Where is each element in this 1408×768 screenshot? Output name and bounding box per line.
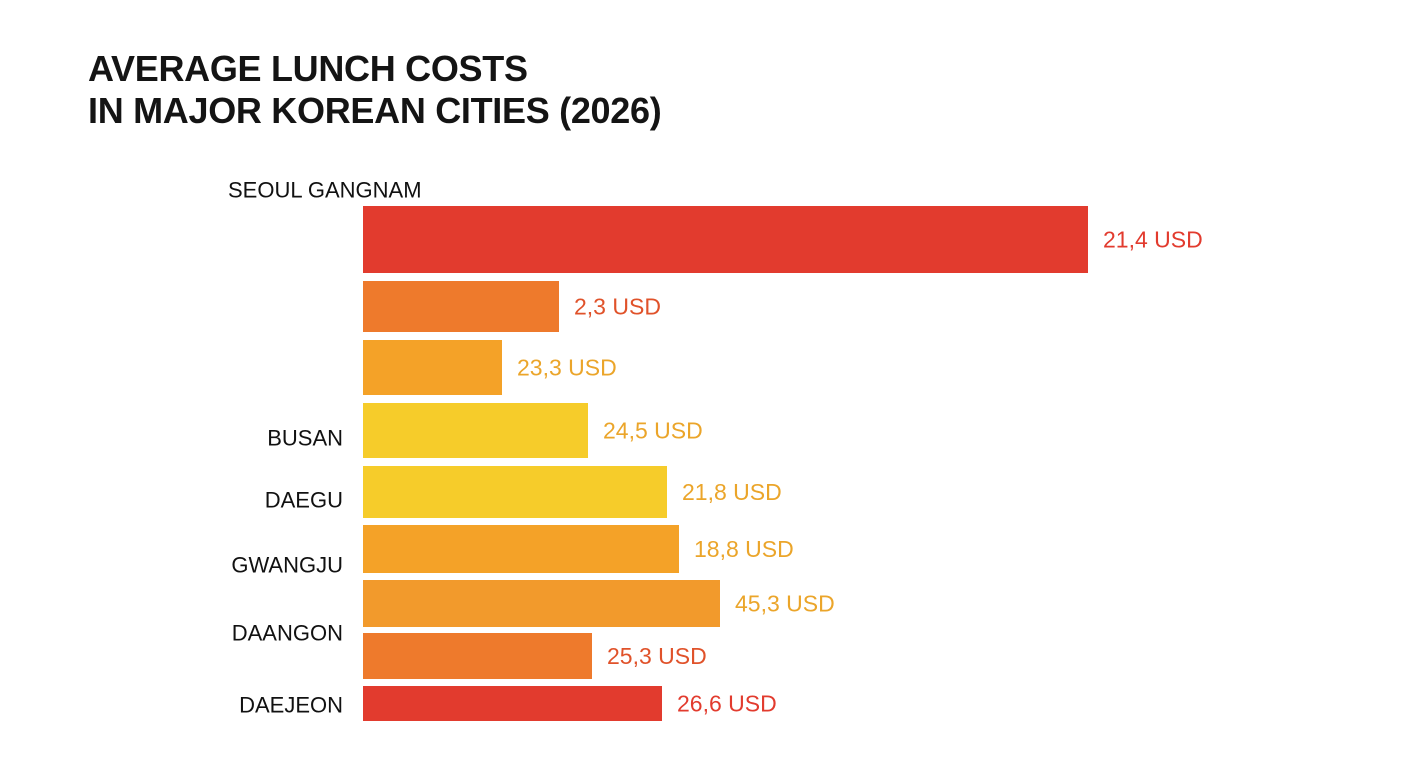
category-label-7: DAANGON bbox=[232, 621, 343, 646]
category-label-9: DAEJEON bbox=[239, 693, 343, 718]
category-label-5: DAEGU bbox=[265, 488, 343, 513]
value-label-6: 18,8 USD bbox=[694, 536, 794, 562]
value-label-8: 25,3 USD bbox=[607, 643, 707, 669]
bar-3 bbox=[363, 340, 502, 395]
bar-7 bbox=[363, 580, 720, 627]
chart-title-line-2: IN MAJOR KOREAN CITIES (2026) bbox=[88, 90, 662, 131]
value-label-9: 26,6 USD bbox=[677, 691, 777, 717]
value-label-3: 23,3 USD bbox=[517, 355, 617, 381]
bar-2 bbox=[363, 281, 559, 332]
chart-title-line-1: AVERAGE LUNCH COSTS bbox=[88, 48, 528, 89]
chart-title: AVERAGE LUNCH COSTS IN MAJOR KOREAN CITI… bbox=[88, 48, 662, 132]
value-label-4: 24,5 USD bbox=[603, 418, 703, 444]
category-label-4: BUSAN bbox=[267, 426, 343, 451]
value-label-7: 45,3 USD bbox=[735, 591, 835, 617]
bar-8 bbox=[363, 633, 592, 679]
bar-6 bbox=[363, 525, 679, 573]
bar-4 bbox=[363, 403, 588, 458]
bar-1 bbox=[363, 206, 1088, 273]
category-label-6: GWANGJU bbox=[231, 553, 343, 578]
bar-9 bbox=[363, 686, 662, 721]
value-label-5: 21,8 USD bbox=[682, 479, 782, 505]
value-label-2: 2,3 USD bbox=[574, 294, 661, 320]
category-label-1: SEOUL GANGNAM bbox=[228, 178, 422, 203]
value-label-1: 21,4 USD bbox=[1103, 227, 1203, 253]
bar-5 bbox=[363, 466, 667, 518]
